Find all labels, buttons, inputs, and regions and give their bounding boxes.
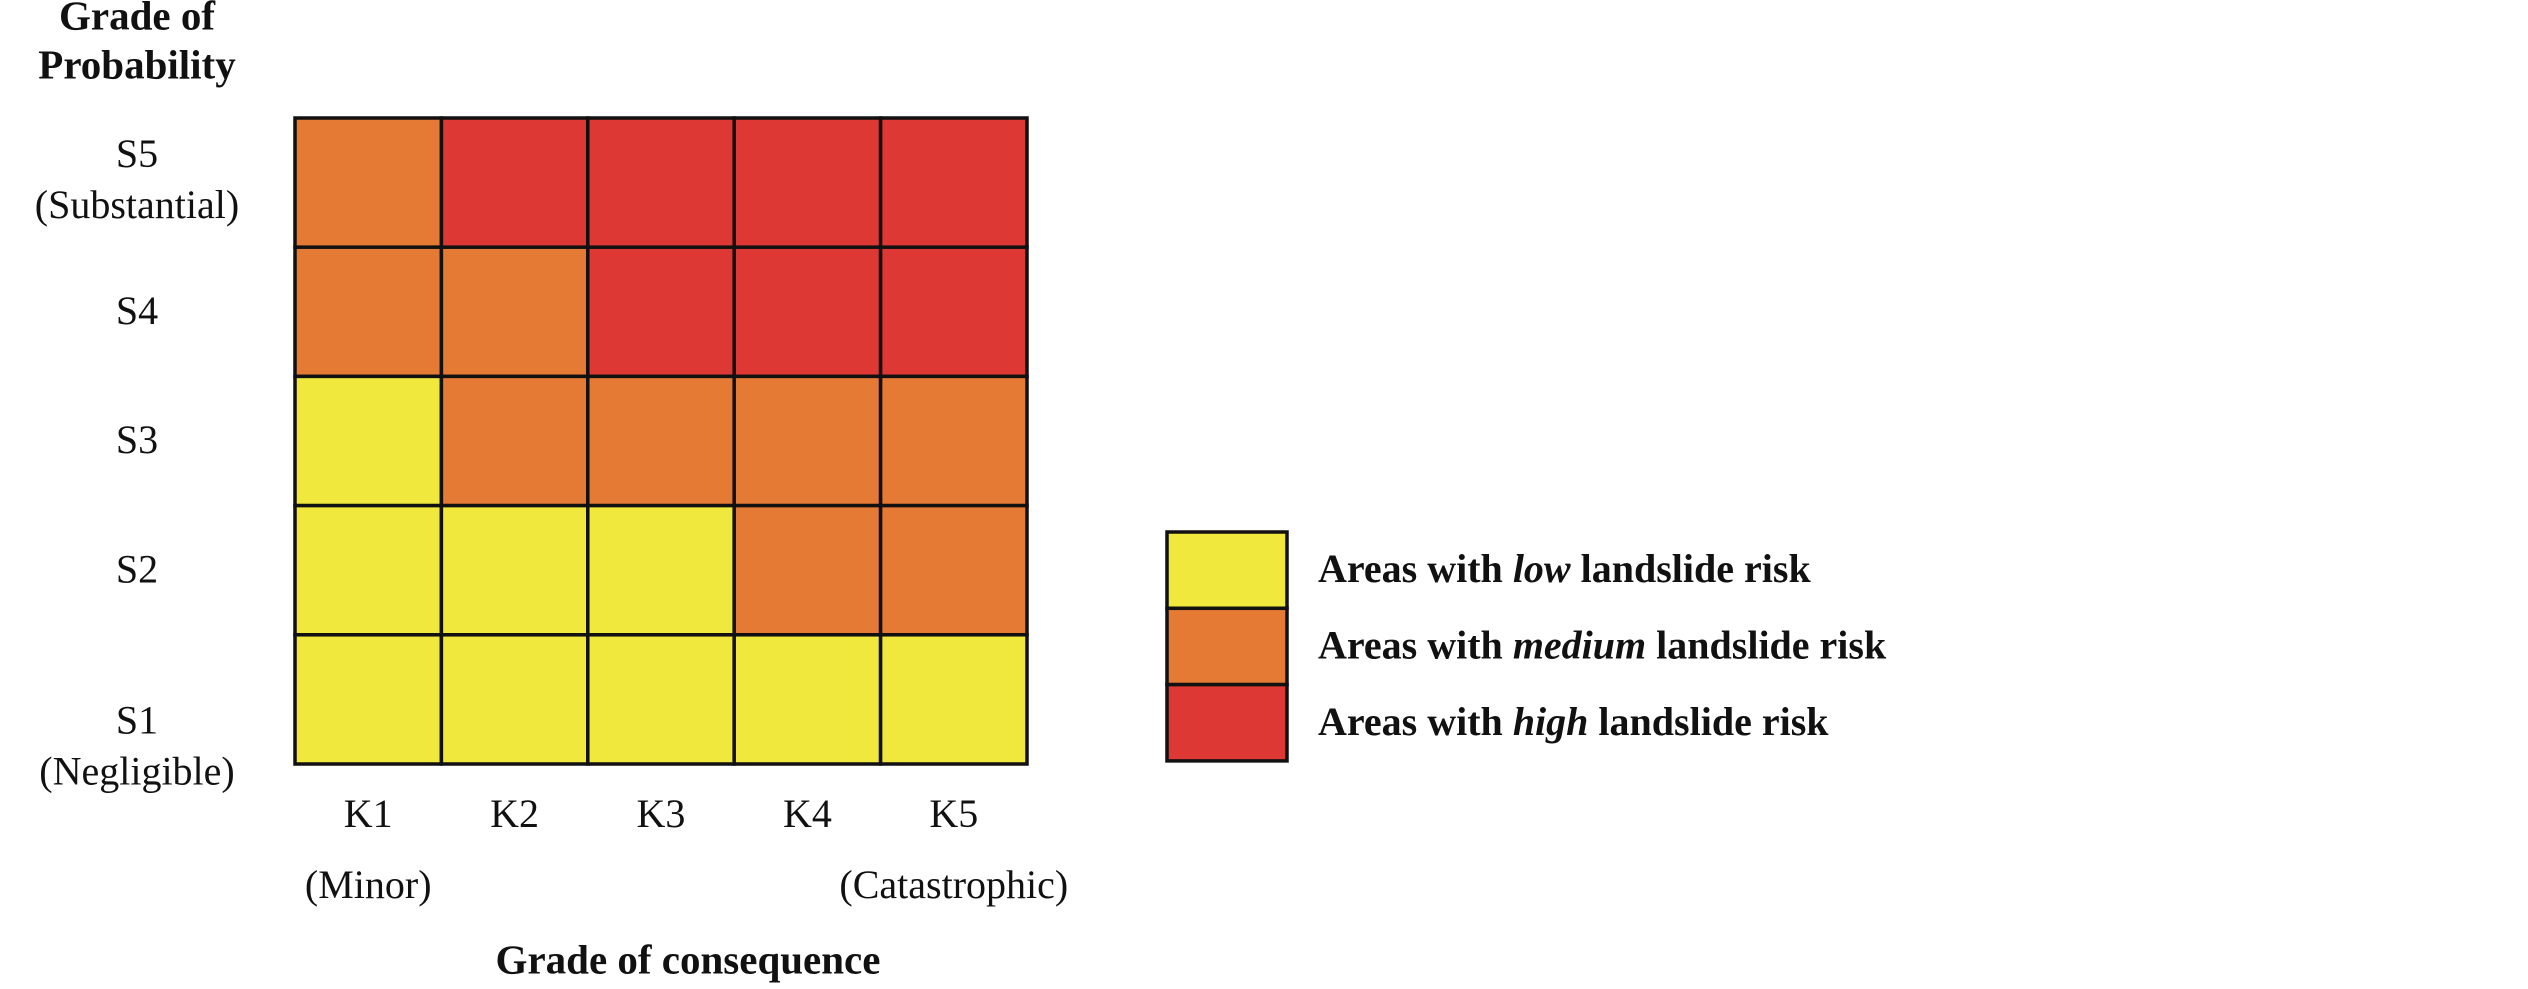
row-label: S3 [116,417,158,462]
x-title: Grade of consequence [496,936,881,982]
risk-cell [732,633,883,766]
risk-cell [878,633,1029,766]
risk-cell [586,503,736,637]
risk-cell [439,633,590,766]
legend-text: Areas with [1318,699,1513,744]
y-title: Grade of [59,0,216,38]
risk-cell [732,116,883,249]
y-title: Probability [38,41,236,87]
legend-level: medium [1513,623,1646,668]
row-label: S4 [116,288,158,333]
column-note: (Catastrophic) [839,862,1068,907]
risk-cell [732,503,883,637]
legend-level: high [1513,699,1589,744]
legend-label: Areas with low landslide risk [1318,546,1811,591]
row-label: S2 [116,546,158,591]
risk-cell [293,374,444,508]
risk-cell [439,245,590,379]
column-label: K3 [637,791,686,836]
legend-swatch [1165,530,1289,611]
legend-text: landslide risk [1588,699,1829,744]
row-label: S1 [116,698,158,743]
legend-text: Areas with [1318,546,1513,591]
column-label: K5 [929,791,978,836]
risk-cell [878,116,1029,249]
risk-cell [586,116,736,249]
row-label: S5 [116,131,158,176]
risk-cell [732,374,883,508]
row-note: (Negligible) [39,749,235,794]
legend-swatch [1165,606,1289,687]
legend-level: low [1513,546,1571,591]
risk-cell [293,633,444,766]
risk-cell [293,503,444,637]
legend-text: Areas with [1318,623,1513,668]
column-note: (Minor) [305,862,432,907]
risk-cell [878,503,1029,637]
legend-text: landslide risk [1646,623,1887,668]
legend-swatch [1165,682,1289,763]
risk-cell [586,245,736,379]
risk-cell [439,116,590,249]
risk-cell [439,503,590,637]
risk-cell [878,245,1029,379]
column-label: K2 [490,791,539,836]
risk-cell [293,116,444,249]
legend-text: landslide risk [1571,546,1812,591]
risk-cell [586,374,736,508]
risk-cell [439,374,590,508]
risk-cell [878,374,1029,508]
risk-cell [586,633,736,766]
risk-cell [293,245,444,379]
column-label: K4 [783,791,832,836]
legend-label: Areas with medium landslide risk [1318,623,1887,668]
legend-label: Areas with high landslide risk [1318,699,1829,744]
column-label: K1 [344,791,393,836]
risk-cell [732,245,883,379]
row-note: (Substantial) [35,182,239,227]
